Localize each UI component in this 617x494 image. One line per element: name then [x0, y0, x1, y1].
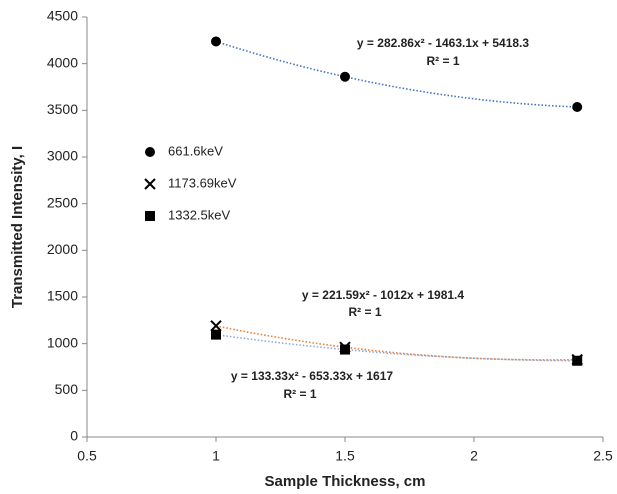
x-tick-label: 1	[212, 448, 220, 464]
marker	[340, 71, 350, 82]
y-tick-label: 1500	[47, 288, 78, 304]
legend-label: 1173.69keV	[168, 175, 237, 190]
y-tick-label: 500	[55, 381, 79, 397]
annotation: R² = 1	[426, 54, 459, 68]
x-tick-label: 0.5	[77, 448, 97, 464]
marker	[572, 101, 583, 112]
marker-shape	[210, 320, 222, 332]
annotation: y = 282.86x² - 1463.1x + 5418.3	[357, 36, 529, 50]
trendline	[215, 40, 578, 108]
marker-shape	[144, 178, 156, 190]
marker-shape	[340, 344, 350, 355]
annotation: y = 133.33x² - 653.33x + 1617	[231, 369, 393, 383]
y-tick-label: 4500	[47, 8, 78, 24]
marker	[340, 344, 350, 355]
marker	[144, 178, 156, 190]
y-tick-label: 4000	[47, 54, 78, 70]
marker	[211, 329, 221, 340]
y-tick-label: 3500	[47, 101, 78, 117]
legend-label: 1332.5keV	[168, 207, 230, 222]
marker-shape	[340, 71, 350, 82]
marker	[211, 36, 221, 47]
annotation: R² = 1	[348, 305, 381, 319]
trendline	[215, 325, 578, 361]
y-tick-label: 0	[70, 428, 78, 444]
x-tick-label: 2.5	[593, 448, 613, 464]
marker	[145, 211, 155, 221]
annotation: y = 221.59x² - 1012x + 1981.4	[302, 288, 464, 302]
marker	[572, 355, 583, 366]
y-tick-label: 1000	[47, 334, 78, 350]
x-tick-label: 1.5	[335, 448, 355, 464]
marker-shape	[211, 36, 221, 47]
marker	[210, 320, 222, 332]
x-axis-label: Sample Thickness, cm	[265, 473, 426, 490]
annotation: R² = 1	[283, 387, 316, 401]
y-tick-label: 3000	[47, 148, 78, 164]
marker-shape	[572, 355, 583, 366]
x-tick-label: 2	[470, 448, 478, 464]
y-axis-label: Transmitted Intensity, I	[9, 146, 26, 308]
legend-label: 661.6keV	[168, 143, 223, 158]
y-tick-label: 2500	[47, 194, 78, 210]
marker-shape	[145, 147, 155, 157]
y-tick-label: 2000	[47, 241, 78, 257]
marker-shape	[572, 101, 583, 112]
marker-shape	[145, 211, 155, 221]
marker-shape	[211, 329, 221, 340]
marker	[145, 147, 155, 157]
trendline	[215, 333, 578, 362]
